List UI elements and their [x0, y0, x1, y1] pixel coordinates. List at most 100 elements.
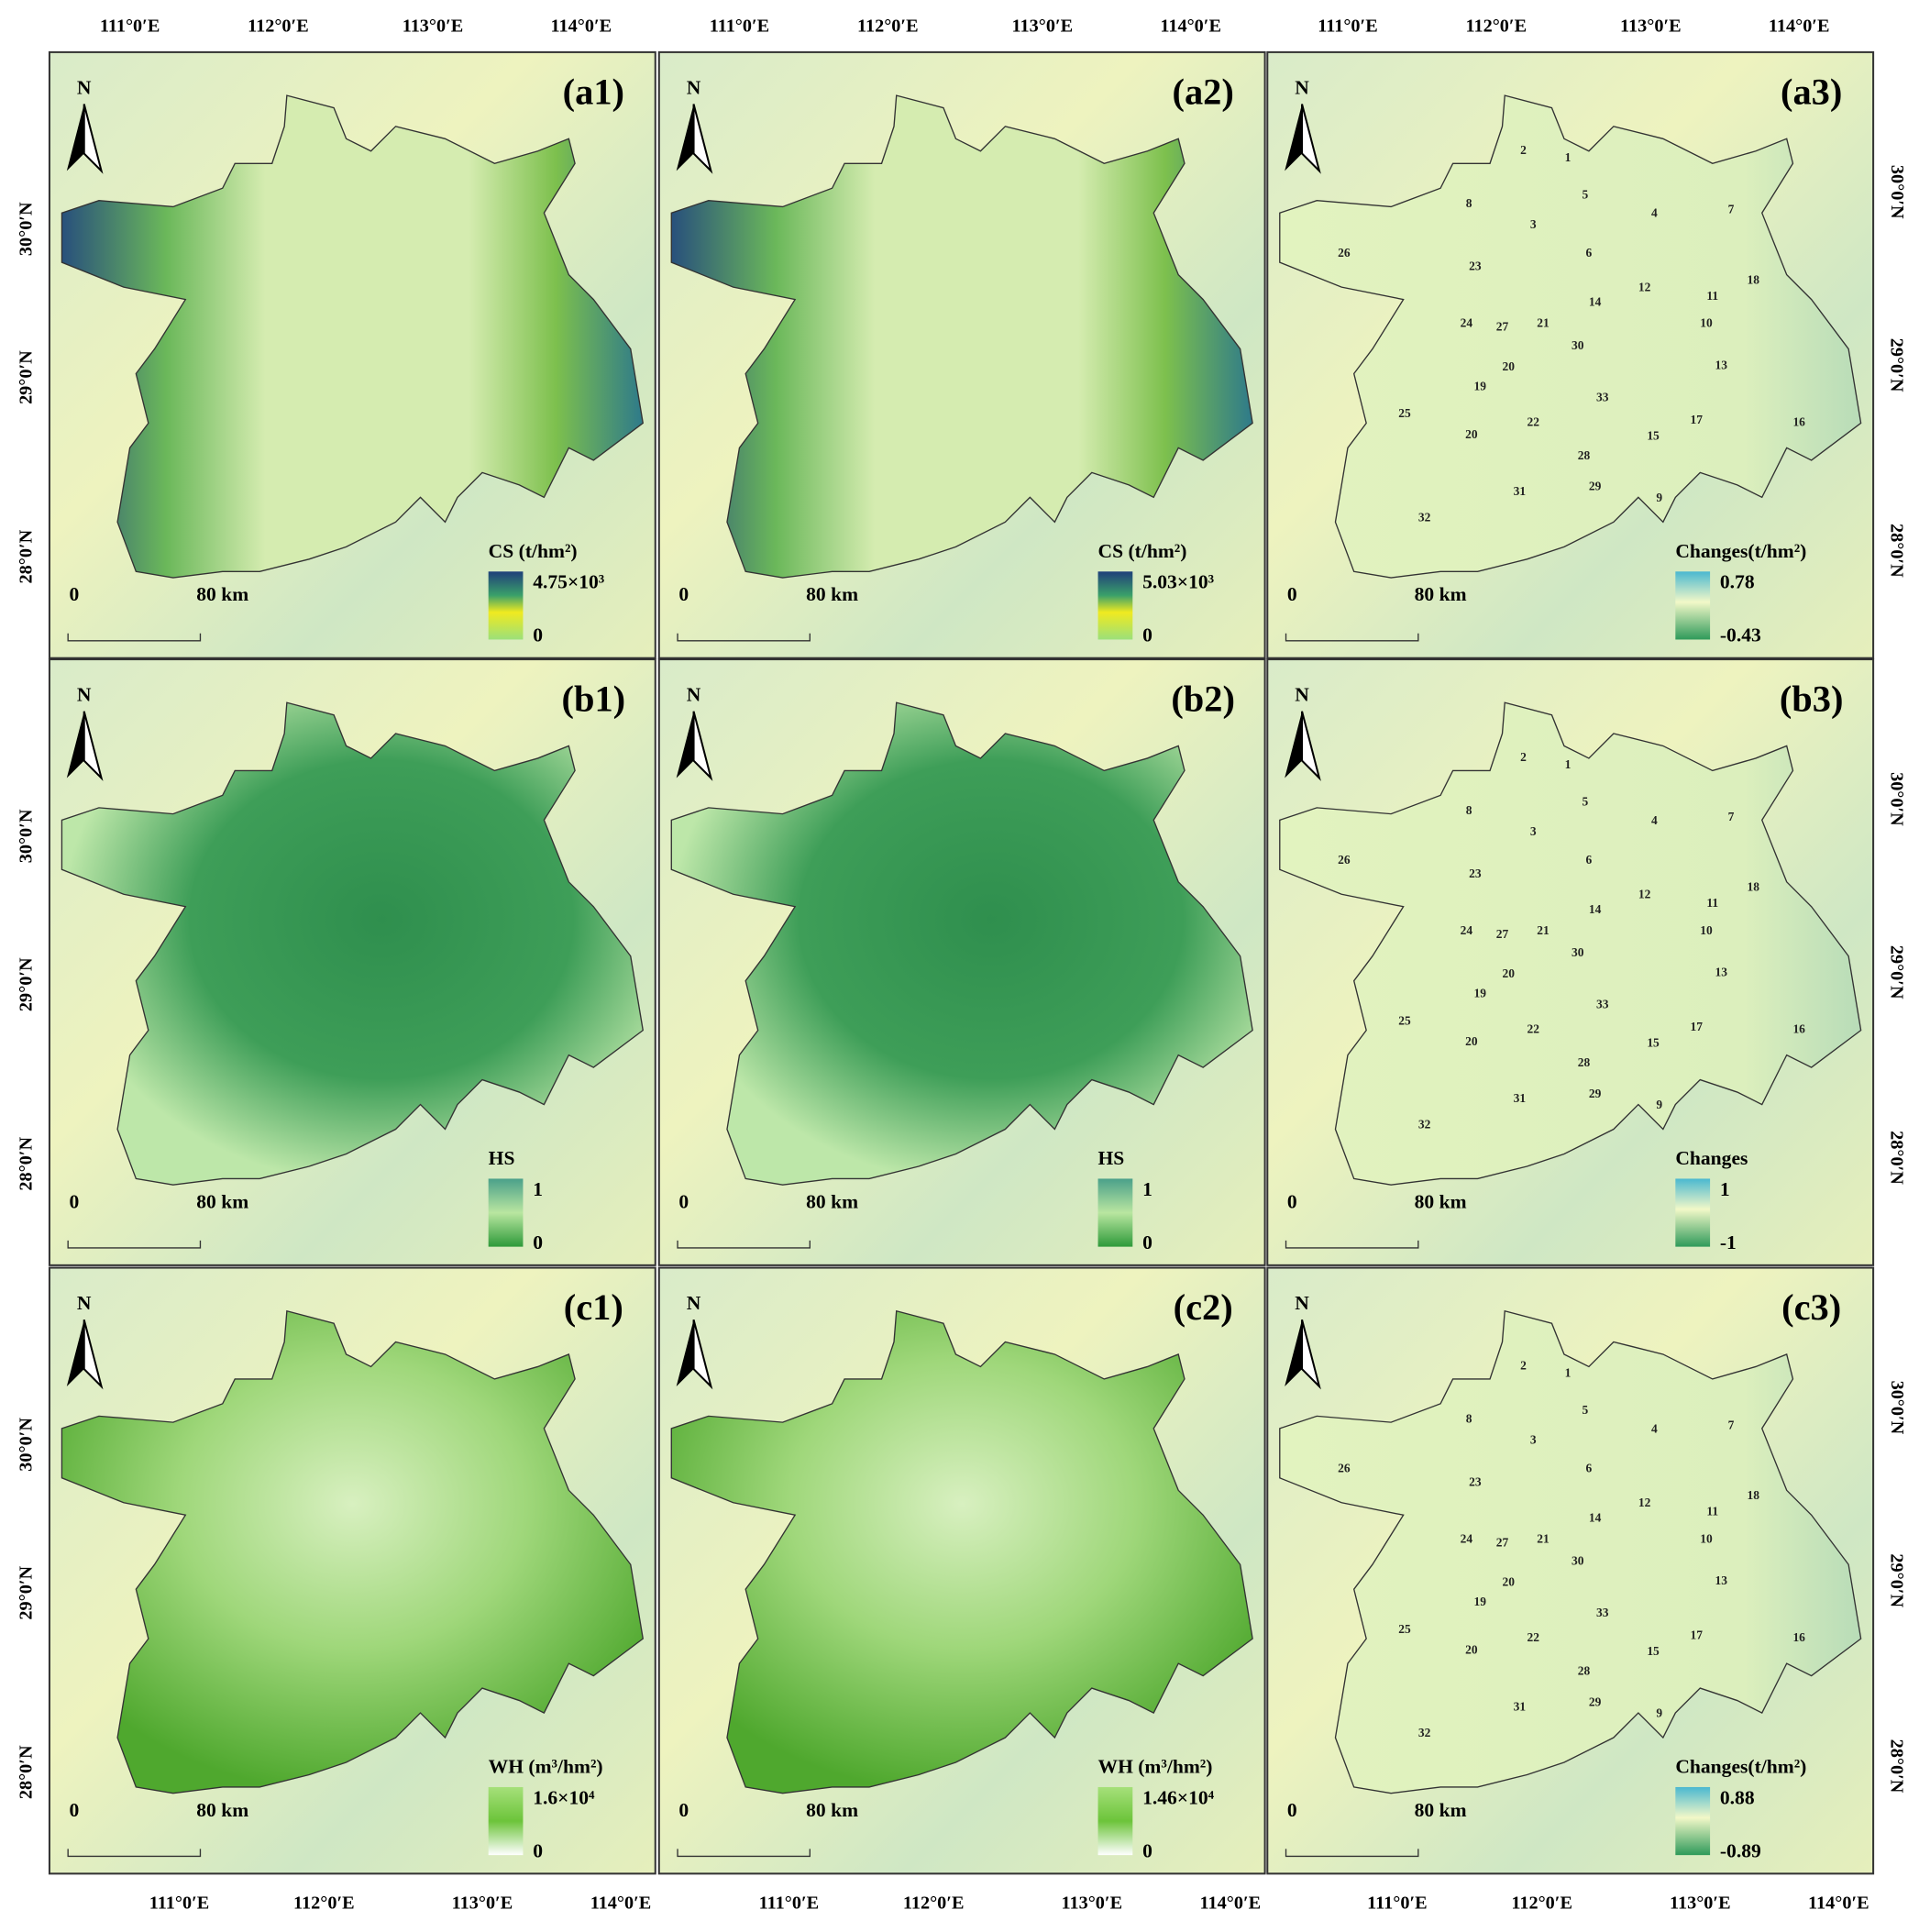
district-number: 2: [1520, 1359, 1527, 1373]
legend-max: 1: [533, 1178, 543, 1200]
district-number: 1: [1565, 150, 1572, 164]
district-number: 11: [1706, 289, 1718, 303]
lat-label-left: 30°0′N: [16, 202, 36, 256]
legend-min: -1: [1720, 1231, 1737, 1253]
north-label: N: [77, 683, 92, 705]
district-number: 28: [1578, 1664, 1591, 1678]
district-number: 5: [1583, 1403, 1589, 1417]
district-number: 7: [1728, 810, 1735, 823]
legend-min: 0: [533, 1231, 543, 1253]
map-panel: (c1) N 0 80 km WH (m³/hm²) 1.6×10⁴ 0: [48, 1266, 656, 1875]
district-number: 16: [1792, 1022, 1805, 1036]
district-number: 31: [1514, 1091, 1527, 1105]
district-number: 31: [1514, 484, 1527, 498]
map-panel: (b1) N 0 80 km HS 1 0: [48, 658, 656, 1266]
north-arrow-left: [676, 104, 694, 171]
lon-label-bottom: 111°0′E: [149, 1893, 209, 1914]
north-arrow-left: [66, 104, 84, 171]
district-number: 15: [1647, 1036, 1660, 1050]
district-number: 12: [1638, 281, 1651, 294]
lat-label-right: 29°0′N: [1887, 1553, 1907, 1607]
scale-bar: [677, 633, 811, 642]
district-number: 19: [1474, 987, 1487, 1000]
scale-start: 0: [1287, 583, 1297, 605]
district-number: 8: [1466, 803, 1472, 817]
district-number: 11: [1706, 896, 1718, 910]
panel-label: (a3): [1781, 71, 1842, 112]
legend-title: HS: [489, 1147, 515, 1169]
district-number: 20: [1465, 1643, 1478, 1657]
district-number: 22: [1527, 415, 1540, 429]
district-number: 29: [1589, 1695, 1602, 1708]
scale-bar: [1285, 633, 1419, 642]
scale-end: 80 km: [1415, 1799, 1467, 1821]
district-number: 14: [1589, 902, 1602, 916]
scale-bar: [677, 1849, 811, 1858]
study-region: [1279, 1309, 1862, 1794]
north-arrow-right: [83, 711, 104, 781]
district-number: 1: [1565, 757, 1572, 771]
lat-label-right: 29°0′N: [1887, 338, 1907, 392]
scale-start: 0: [678, 1190, 689, 1212]
district-number: 24: [1461, 1531, 1473, 1545]
legend-min: 0: [1142, 1839, 1153, 1861]
district-number: 5: [1583, 795, 1589, 809]
lon-label-bottom: 113°0′E: [1670, 1893, 1731, 1914]
district-number: 10: [1700, 923, 1713, 937]
legend-title: Changes(t/hm²): [1675, 1756, 1806, 1778]
district-number: 21: [1537, 923, 1550, 937]
legend-colorbar: [1675, 1786, 1711, 1856]
lon-label-top: 112°0′E: [857, 17, 919, 37]
legend-min: 0: [1142, 624, 1153, 646]
lon-label-bottom: 112°0′E: [903, 1893, 965, 1914]
north-arrow-left: [676, 1319, 694, 1387]
lon-label-top: 113°0′E: [1620, 17, 1682, 37]
district-number: 18: [1748, 1488, 1760, 1502]
north-arrow-right: [1301, 1319, 1321, 1390]
north-arrow-right: [692, 104, 713, 174]
district-number: 26: [1338, 853, 1351, 867]
district-number: 18: [1748, 272, 1760, 286]
lon-label-bottom: 114°0′E: [1808, 1893, 1869, 1914]
district-number: 15: [1647, 428, 1660, 442]
north-label: N: [1295, 683, 1309, 705]
district-number: 12: [1638, 888, 1651, 901]
lon-label-top: 111°0′E: [710, 17, 769, 37]
lon-label-bottom: 111°0′E: [1367, 1893, 1427, 1914]
north-arrow-left: [1285, 1319, 1303, 1387]
district-number: 7: [1728, 1418, 1735, 1431]
district-number: 15: [1647, 1644, 1660, 1658]
district-number: 17: [1691, 413, 1704, 426]
scale-bar: [1285, 1240, 1419, 1249]
lon-label-bottom: 113°0′E: [1062, 1893, 1123, 1914]
district-number: 24: [1461, 316, 1473, 330]
legend-colorbar: [488, 1178, 524, 1247]
study-region: [670, 1309, 1253, 1794]
scale-end: 80 km: [1415, 583, 1467, 605]
district-number: 30: [1572, 945, 1584, 959]
district-number: 30: [1572, 1554, 1584, 1568]
north-arrow-right: [692, 711, 713, 781]
lat-label-right: 30°0′N: [1887, 1381, 1907, 1435]
district-number: 33: [1596, 1606, 1609, 1619]
district-number: 14: [1589, 1510, 1602, 1524]
study-region: [670, 701, 1253, 1186]
lat-label-left: 30°0′N: [16, 1418, 36, 1472]
legend-title: Changes(t/hm²): [1675, 540, 1806, 562]
legend-title: Changes: [1675, 1147, 1748, 1169]
district-number: 5: [1583, 187, 1589, 201]
legend-colorbar: [1097, 1178, 1133, 1247]
scale-bar: [67, 633, 202, 642]
district-number: 32: [1418, 1118, 1431, 1132]
lat-label-left: 28°0′N: [16, 1137, 36, 1191]
study-region: [1279, 94, 1862, 579]
map-panel: (a2) N 0 80 km CS (t/hm²) 5.03×10³ 0: [657, 50, 1266, 659]
map-panel: (c2) N 0 80 km WH (m³/hm²) 1.46×10⁴ 0: [657, 1266, 1266, 1875]
scale-bar: [677, 1240, 811, 1249]
legend-title: WH (m³/hm²): [1098, 1756, 1213, 1778]
scale-start: 0: [1287, 1799, 1297, 1821]
north-label: N: [77, 1292, 92, 1314]
study-region: [61, 94, 644, 579]
panel-label: (b3): [1780, 679, 1844, 720]
